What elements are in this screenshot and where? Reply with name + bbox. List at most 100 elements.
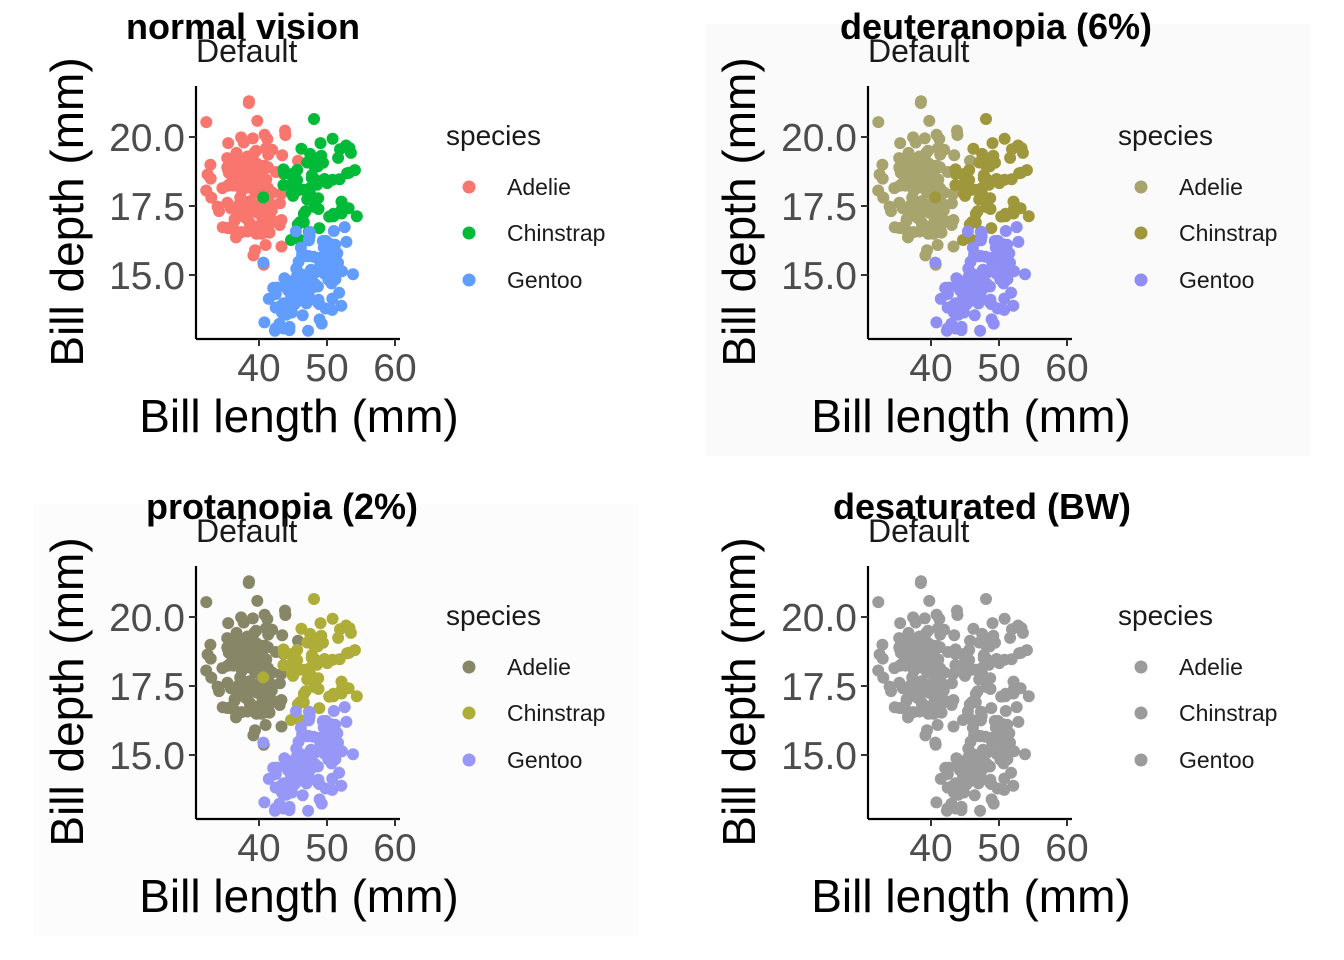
point-chinstrap xyxy=(299,205,312,218)
point-chinstrap xyxy=(326,132,339,145)
point-adelie xyxy=(927,227,940,240)
point-adelie xyxy=(948,629,961,642)
scatter-points xyxy=(872,95,1035,337)
point-gentoo xyxy=(971,270,984,283)
point-chinstrap xyxy=(976,147,989,160)
point-adelie xyxy=(251,637,263,650)
point-chinstrap xyxy=(998,132,1011,145)
point-adelie xyxy=(221,161,234,174)
point-gentoo xyxy=(303,706,316,718)
point-adelie xyxy=(947,720,960,733)
point-gentoo xyxy=(303,226,316,238)
point-gentoo xyxy=(955,324,968,337)
point-gentoo xyxy=(340,235,353,248)
point-chinstrap xyxy=(305,192,317,205)
x-tick-label: 40 xyxy=(909,827,952,870)
point-chinstrap xyxy=(308,593,320,605)
point-chinstrap xyxy=(350,210,363,223)
point-gentoo xyxy=(277,777,290,790)
x-tick-label: 60 xyxy=(373,827,416,870)
point-adelie xyxy=(951,609,964,621)
y-tick-label: 17.5 xyxy=(109,666,185,709)
point-adelie xyxy=(893,161,906,174)
point-adelie xyxy=(279,129,292,141)
point-adelie xyxy=(888,662,901,675)
point-adelie xyxy=(916,698,928,711)
legend-label-chinstrap: Chinstrap xyxy=(1179,220,1277,246)
point-chinstrap xyxy=(977,192,989,205)
point-chinstrap xyxy=(313,702,326,715)
point-gentoo xyxy=(1007,779,1020,792)
point-adelie xyxy=(239,175,252,188)
legend-title: species xyxy=(1118,600,1213,631)
point-chinstrap xyxy=(312,203,325,215)
point-gentoo xyxy=(971,750,984,763)
point-chinstrap xyxy=(318,653,331,665)
point-adelie xyxy=(243,95,255,108)
point-adelie xyxy=(292,154,304,167)
point-adelie xyxy=(893,222,906,234)
point-adelie xyxy=(911,175,924,188)
point-adelie xyxy=(903,167,916,180)
point-adelie xyxy=(237,136,250,149)
point-gentoo xyxy=(974,804,987,817)
point-adelie xyxy=(231,167,244,180)
y-tick-label: 17.5 xyxy=(109,186,185,229)
point-adelie xyxy=(221,632,234,645)
point-gentoo xyxy=(326,292,339,305)
point-gentoo xyxy=(313,742,326,755)
point-adelie xyxy=(247,249,260,262)
point-adelie xyxy=(902,146,915,159)
point-adelie xyxy=(234,191,247,204)
point-adelie xyxy=(924,179,937,192)
point-chinstrap xyxy=(257,671,270,684)
point-adelie xyxy=(907,226,920,239)
point-gentoo xyxy=(955,804,968,817)
legend-key-chinstrap xyxy=(462,706,476,720)
point-chinstrap xyxy=(977,672,989,685)
point-gentoo xyxy=(313,262,326,275)
point-gentoo xyxy=(992,246,1005,259)
x-tick-label: 50 xyxy=(305,347,348,390)
point-gentoo xyxy=(292,255,305,268)
x-axis-label: Bill length (mm) xyxy=(811,390,1131,442)
chart-deuteranopia: deuteranopia (6%) Default 15.0 17.5 20.0… xyxy=(706,6,1310,456)
legend-label-gentoo: Gentoo xyxy=(507,747,582,773)
legend-key-adelie xyxy=(1134,180,1148,194)
point-chinstrap xyxy=(278,167,291,180)
point-chinstrap xyxy=(350,690,363,703)
point-adelie xyxy=(265,684,278,697)
panel-normal-vision: normal vision Default 15.0 17.5 20.0 40 … xyxy=(0,0,672,480)
point-adelie xyxy=(931,719,944,731)
legend-title: species xyxy=(446,600,541,631)
point-adelie xyxy=(259,239,272,251)
point-gentoo xyxy=(999,705,1012,717)
y-tick-label: 17.5 xyxy=(781,186,857,229)
point-gentoo xyxy=(999,225,1012,237)
point-chinstrap xyxy=(303,662,316,675)
point-adelie xyxy=(905,689,918,702)
point-adelie xyxy=(919,249,932,262)
x-tick-label: 60 xyxy=(1045,347,1088,390)
point-chinstrap xyxy=(971,685,984,698)
point-gentoo xyxy=(283,804,296,817)
legend-key-adelie xyxy=(1134,660,1148,674)
point-chinstrap xyxy=(314,617,327,630)
y-tick-label: 15.0 xyxy=(109,735,185,778)
point-chinstrap xyxy=(956,179,969,192)
point-adelie xyxy=(255,707,268,720)
point-adelie xyxy=(221,152,234,165)
x-tick-label: 60 xyxy=(373,347,416,390)
legend-key-gentoo xyxy=(462,273,476,287)
point-gentoo xyxy=(934,292,947,305)
legend-label-chinstrap: Chinstrap xyxy=(1179,700,1277,726)
point-chinstrap xyxy=(313,222,326,235)
point-adelie xyxy=(915,95,927,108)
chart-normal-vision: normal vision Default 15.0 17.5 20.0 40 … xyxy=(0,0,672,480)
point-chinstrap xyxy=(294,216,307,228)
point-chinstrap xyxy=(335,195,348,208)
point-gentoo xyxy=(957,306,970,319)
point-gentoo xyxy=(984,776,996,789)
point-adelie xyxy=(244,218,256,231)
point-chinstrap xyxy=(975,662,988,675)
